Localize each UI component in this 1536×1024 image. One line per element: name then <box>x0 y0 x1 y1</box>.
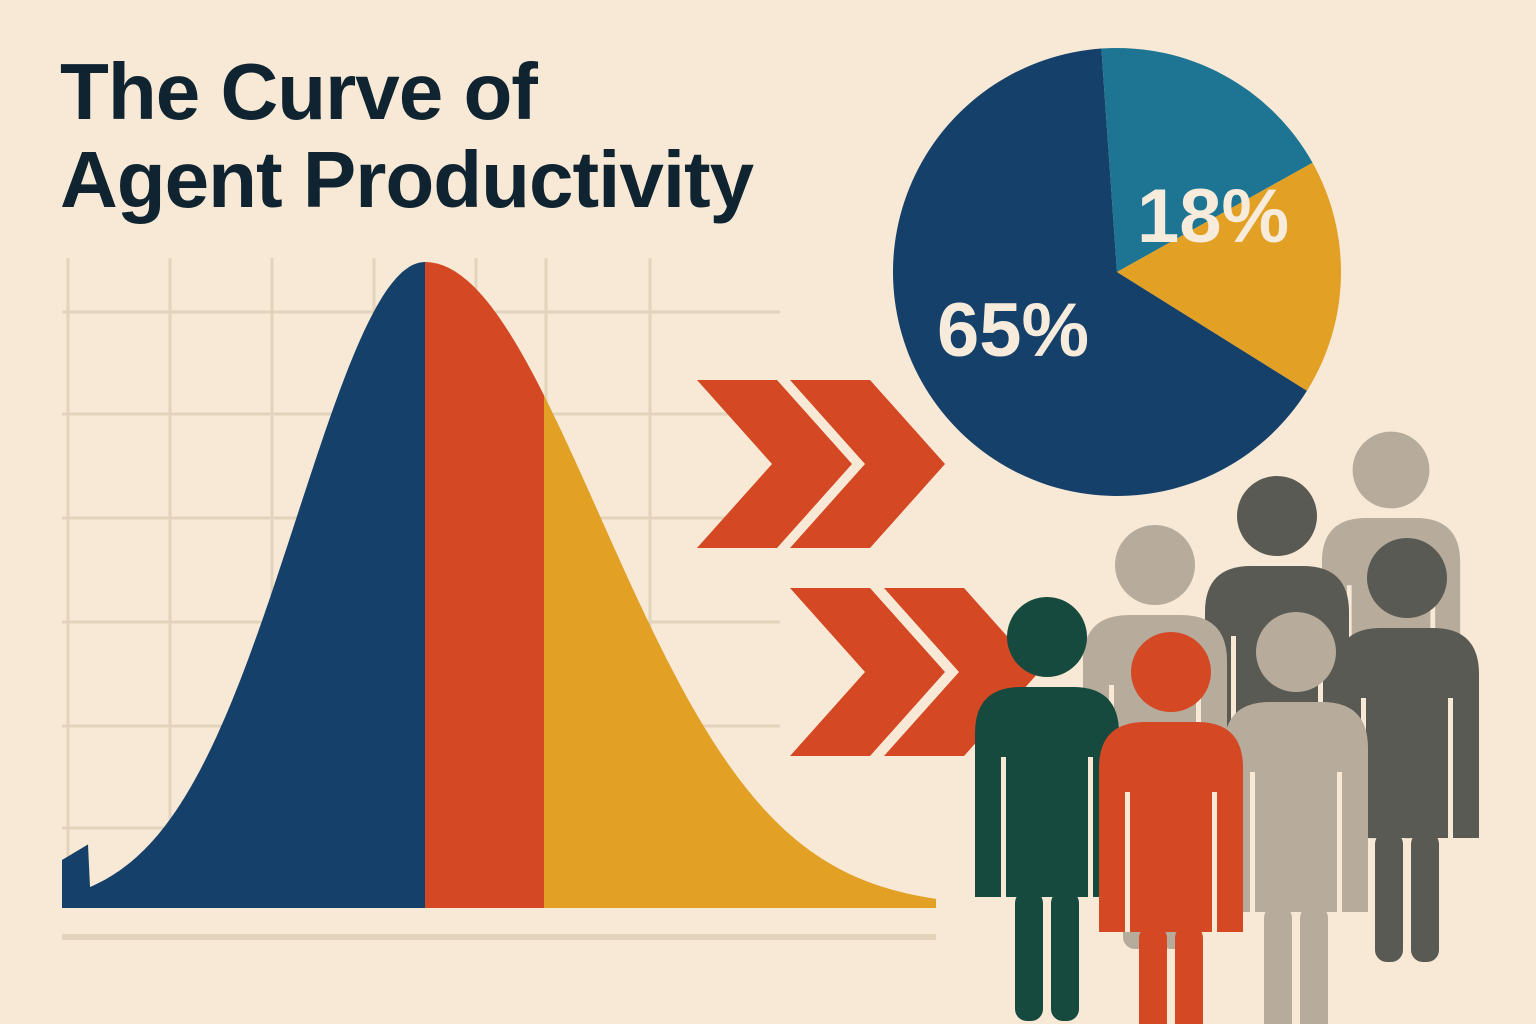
chevron-arrow-icon <box>697 380 852 548</box>
pie-label-1: 65% <box>937 288 1089 373</box>
chevron-arrow-icon <box>790 380 945 548</box>
person-icon <box>1099 632 1243 1024</box>
title-line-1: The Curve of <box>60 47 538 136</box>
chevron-arrows <box>697 380 1039 756</box>
bell-segment-1 <box>62 262 425 908</box>
person-icon <box>1335 538 1479 962</box>
people-group <box>975 431 1479 1024</box>
pie-label-2: 18% <box>1137 174 1289 259</box>
title-line-2: Agent Productivity <box>60 135 754 224</box>
pie-slice-2 <box>1101 47 1313 272</box>
pie-chart: 65% 18% <box>892 47 1342 496</box>
page-title: The Curve of Agent Productivity <box>60 47 754 224</box>
bell-segment-3 <box>544 395 936 908</box>
pie-slice-3 <box>1117 162 1342 391</box>
chart-baseline <box>62 934 936 940</box>
pie-slice-1 <box>892 48 1307 496</box>
chevron-arrow-icon <box>790 588 945 756</box>
person-icon <box>975 597 1119 1021</box>
bell-segment-2 <box>425 262 544 908</box>
person-icon <box>1224 612 1368 1024</box>
bell-curve-chart <box>62 262 936 908</box>
